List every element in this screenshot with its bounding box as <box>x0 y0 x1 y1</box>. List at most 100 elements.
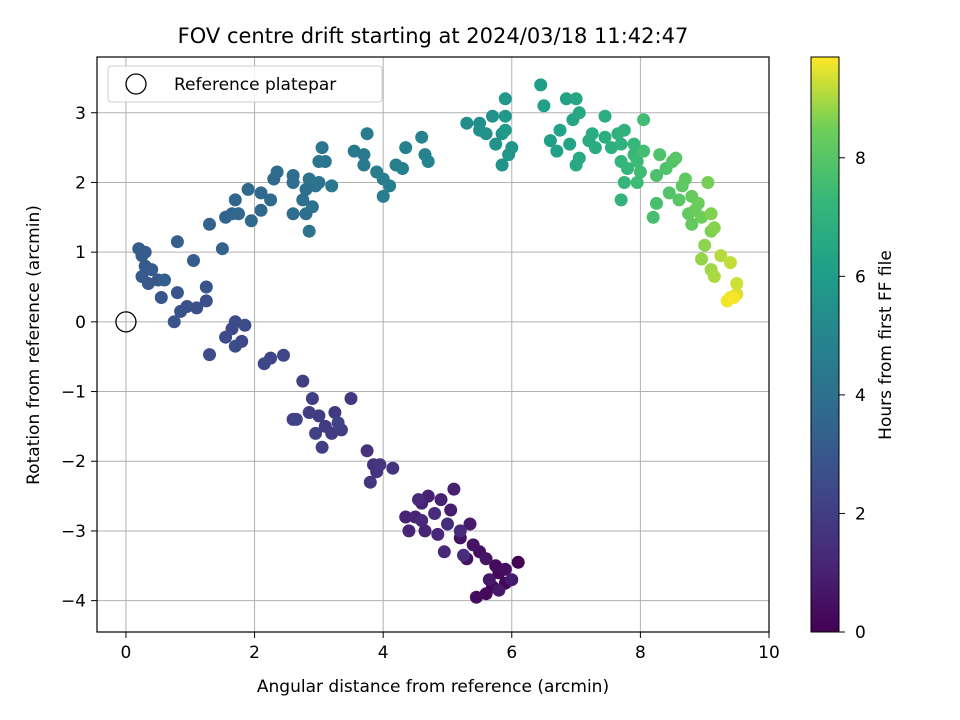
data-point <box>685 217 699 231</box>
data-point <box>672 193 686 207</box>
chart-title: FOV centre drift starting at 2024/03/18 … <box>178 24 689 48</box>
data-point <box>598 130 612 144</box>
data-point <box>167 315 181 329</box>
data-point <box>498 92 512 106</box>
data-point <box>447 482 461 496</box>
plot-area-frame <box>96 56 770 633</box>
x-tick-label: 8 <box>635 643 646 663</box>
legend-label: Reference platepar <box>174 75 336 95</box>
data-point <box>170 286 184 300</box>
data-point <box>199 280 213 294</box>
data-point <box>691 196 705 210</box>
data-point <box>482 573 496 587</box>
data-point <box>203 217 216 231</box>
data-point <box>492 583 506 597</box>
data-point <box>598 109 612 123</box>
data-point <box>543 134 557 148</box>
data-point <box>498 109 512 123</box>
y-tick-label: 3 <box>75 104 86 124</box>
colorbar-tick-label: 0 <box>855 623 866 643</box>
data-point <box>460 116 474 130</box>
data-point <box>572 151 586 165</box>
data-point <box>376 189 390 203</box>
y-tick-label: 0 <box>75 313 86 333</box>
data-point <box>505 573 519 587</box>
colorbar-gradient <box>810 56 840 633</box>
y-tick-label: −2 <box>61 452 86 472</box>
data-point <box>662 186 676 200</box>
data-point <box>559 92 573 106</box>
data-point <box>723 256 737 270</box>
data-point <box>396 162 409 175</box>
data-point <box>614 193 628 207</box>
data-point <box>627 137 641 151</box>
data-point <box>434 493 448 507</box>
y-axis-ticks: −4 −3 −2 −1 0 1 2 3 <box>61 104 97 612</box>
data-point <box>363 475 377 489</box>
x-tick-label: 2 <box>249 643 260 663</box>
data-point <box>154 291 168 304</box>
data-point <box>428 507 442 520</box>
y-tick-label: 1 <box>75 243 86 263</box>
data-point <box>318 155 332 168</box>
data-point <box>701 176 715 189</box>
colorbar-tick-label: 4 <box>855 386 866 406</box>
data-point <box>357 148 371 162</box>
data-point <box>286 207 300 221</box>
data-point <box>630 155 644 168</box>
data-point <box>479 127 493 141</box>
data-point <box>302 406 316 419</box>
colorbar-ticks: 0 2 4 6 8 <box>839 149 866 643</box>
data-point <box>254 203 268 217</box>
legend-box <box>107 65 383 103</box>
data-point <box>511 555 525 569</box>
data-point <box>305 200 319 214</box>
data-point <box>637 113 651 127</box>
reference-platepar-point <box>115 311 137 333</box>
data-point <box>254 186 268 200</box>
data-point <box>360 127 374 141</box>
y-tick-label: −1 <box>61 383 86 403</box>
data-point <box>650 196 663 210</box>
data-point <box>441 517 454 531</box>
data-point <box>730 277 744 290</box>
data-point <box>727 291 741 304</box>
colorbar-tick-label: 2 <box>855 504 866 524</box>
data-point <box>444 503 458 517</box>
data-point <box>466 538 480 552</box>
data-point <box>203 348 216 362</box>
data-point <box>569 92 583 106</box>
data-point <box>498 123 512 137</box>
data-point <box>617 176 631 189</box>
data-point <box>553 123 567 137</box>
data-point <box>698 238 712 252</box>
data-point <box>617 123 631 137</box>
data-point <box>572 106 586 120</box>
data-point <box>421 155 435 168</box>
data-point <box>187 254 200 267</box>
data-point <box>669 151 683 165</box>
data-point <box>219 330 233 344</box>
data-point <box>585 127 599 141</box>
data-point <box>646 210 660 224</box>
data-point <box>650 169 663 182</box>
x-tick-label: 6 <box>506 643 517 663</box>
data-point <box>707 270 721 283</box>
data-point <box>399 510 413 524</box>
data-point <box>653 148 667 162</box>
data-point <box>415 130 429 144</box>
data-point <box>630 176 644 189</box>
data-point <box>244 214 258 228</box>
y-tick-label: 2 <box>75 173 86 193</box>
data-point <box>228 193 242 207</box>
data-point <box>302 224 316 238</box>
data-point <box>431 527 445 541</box>
y-tick-label: −4 <box>61 592 86 612</box>
data-point <box>215 242 229 256</box>
data-point <box>170 235 184 249</box>
data-point <box>270 165 284 179</box>
data-point <box>621 162 634 175</box>
data-point <box>132 242 146 256</box>
data-point <box>412 493 425 507</box>
